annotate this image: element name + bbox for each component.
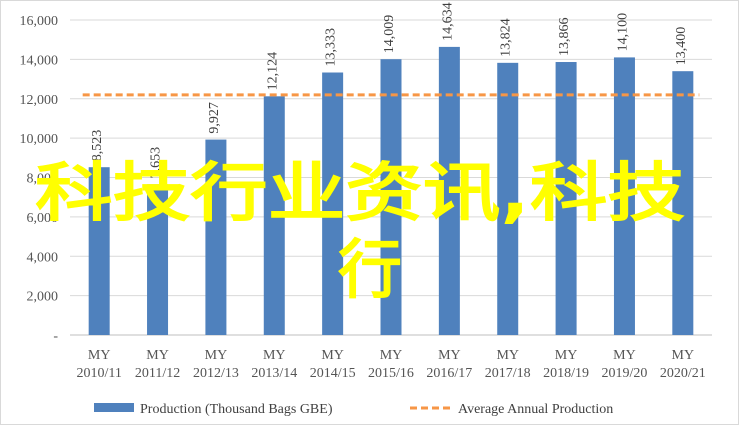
- legend: Production (Thousand Bags GBE) Average A…: [94, 402, 613, 417]
- bars: [88, 46, 694, 336]
- y-tick-label: 10,000: [20, 132, 59, 147]
- bar: [380, 59, 402, 335]
- x-tick-label-line1: MY: [321, 348, 344, 363]
- data-label: 13,866: [557, 18, 572, 57]
- y-tick-label: 8,000: [27, 172, 59, 187]
- bar: [613, 57, 635, 335]
- x-tick-label-line2: 2013/14: [251, 366, 297, 381]
- x-tick-label-line1: MY: [555, 348, 578, 363]
- x-tick-label-line1: MY: [438, 348, 461, 363]
- data-label: 12,124: [265, 52, 280, 91]
- y-tick-label: 16,000: [20, 14, 59, 29]
- x-tick-label-line2: 2019/20: [602, 366, 648, 381]
- x-tick-label-line2: 2014/15: [310, 366, 356, 381]
- overlay-line-1: 科技行业资讯,科技: [35, 157, 685, 231]
- legend-label-production: Production (Thousand Bags GBE): [140, 402, 333, 417]
- overlay-line-2: 行: [338, 234, 402, 308]
- data-label: 14,009: [382, 15, 397, 54]
- y-tick-label: 2,000: [27, 290, 59, 305]
- x-tick-label-line1: MY: [672, 348, 695, 363]
- y-tick-label: 14,000: [20, 53, 59, 68]
- bar: [263, 96, 285, 335]
- data-label: 13,333: [324, 28, 339, 67]
- bar: [147, 184, 169, 335]
- data-label: 13,824: [499, 18, 514, 57]
- x-tick-label-line1: MY: [205, 348, 228, 363]
- y-axis-ticks: - 2,000 4,000 6,000 8,000 10,000 12,000 14,000 1…: [20, 14, 59, 344]
- x-tick-label-line2: 2017/18: [485, 366, 531, 381]
- y-tick-label: 6,000: [27, 211, 59, 226]
- x-tick-label-line2: 2011/12: [135, 366, 180, 381]
- bar: [497, 62, 519, 336]
- x-tick-label-line2: 2018/19: [543, 366, 589, 381]
- data-labels: 8,523 7,653 9,927 12,124 13,333 14,009 14,634 1…: [90, 2, 689, 178]
- bar: [555, 62, 577, 336]
- legend-label-average: Average Annual Production: [458, 402, 613, 417]
- x-tick-label-line2: 2015/16: [368, 366, 414, 381]
- x-tick-label-line1: MY: [88, 348, 111, 363]
- data-label: 7,653: [149, 147, 164, 179]
- x-tick-label-line2: 2016/17: [426, 366, 472, 381]
- y-tick-label: 12,000: [20, 93, 59, 108]
- x-tick-label-line1: MY: [380, 348, 403, 363]
- bar: [88, 167, 110, 335]
- data-label: 14,100: [615, 13, 630, 52]
- bar: [438, 46, 460, 335]
- x-tick-label-line1: MY: [496, 348, 519, 363]
- bar: [322, 72, 344, 335]
- bar: [672, 71, 694, 335]
- x-tick-label-line2: 2012/13: [193, 366, 239, 381]
- x-axis-ticks: MY 2010/11 MY 2011/12 MY 2012/13 MY 2013/14 MY 20…: [76, 348, 705, 381]
- watermark-overlay: 科技行业资讯,科技 行: [35, 157, 685, 308]
- x-tick-label-line1: MY: [263, 348, 286, 363]
- y-tick-label: -: [53, 329, 58, 344]
- legend-swatch-production: [94, 403, 134, 412]
- data-label: 8,523: [90, 130, 105, 162]
- x-tick-label-line2: 2010/11: [76, 366, 121, 381]
- x-tick-label-line1: MY: [146, 348, 169, 363]
- data-label: 14,634: [440, 2, 455, 41]
- x-tick-label-line1: MY: [613, 348, 636, 363]
- data-label: 13,400: [674, 27, 689, 66]
- x-tick-label-line2: 2020/21: [660, 366, 706, 381]
- data-label: 9,927: [207, 102, 222, 134]
- y-tick-label: 4,000: [27, 250, 59, 265]
- bar: [205, 139, 227, 335]
